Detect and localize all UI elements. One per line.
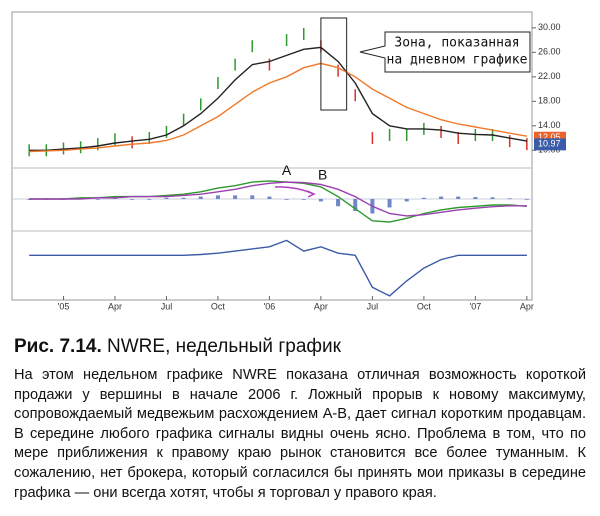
histogram-bar	[387, 199, 392, 208]
histogram-bar	[421, 197, 426, 199]
caption-label: Рис. 7.14.	[14, 336, 102, 357]
divergence-label: B	[318, 167, 327, 183]
histogram-bar	[301, 199, 306, 200]
y-tick-label: 14.00	[538, 120, 561, 130]
annotation: на дневном графике	[387, 53, 528, 68]
x-tick-label: Oct	[417, 301, 432, 311]
x-tick-label: Apr	[314, 301, 328, 311]
y-tick-label: 26.00	[538, 47, 561, 57]
histogram-bar	[233, 195, 238, 199]
series-line	[29, 239, 527, 297]
y-tick-label: 22.00	[538, 71, 561, 81]
x-tick-label: Jul	[161, 301, 173, 311]
histogram-bar	[456, 196, 461, 199]
histogram-bar	[404, 199, 409, 202]
histogram-bar	[318, 199, 323, 202]
series-line	[29, 180, 527, 223]
callout	[359, 31, 531, 73]
y-tick-label: 18.00	[538, 96, 561, 106]
series-line	[29, 181, 527, 217]
x-tick-label: '05	[58, 301, 70, 311]
x-tick-label: Apr	[108, 301, 122, 311]
histogram-bar	[353, 199, 358, 212]
histogram-bar	[524, 199, 529, 200]
histogram-bar	[164, 197, 169, 199]
histogram-bar	[439, 196, 444, 199]
annotation: Зона, показанная	[394, 36, 519, 51]
histogram-bar	[267, 196, 272, 199]
y-tick-label: 30.00	[538, 22, 561, 32]
histogram-bar	[198, 196, 203, 199]
histogram-bar	[130, 199, 135, 200]
histogram-bar	[147, 199, 152, 200]
divergence-arrow	[274, 186, 316, 198]
series-line	[29, 62, 528, 153]
price-tag: 12.05	[538, 132, 561, 142]
histogram-bar	[181, 197, 186, 199]
histogram-bar	[215, 195, 220, 199]
figure-caption: Рис. 7.14. NWRE, недельный график	[14, 336, 341, 358]
x-tick-label: '06	[264, 301, 276, 311]
histogram-bar	[507, 198, 512, 200]
histogram-bar	[27, 199, 32, 200]
divergence-label: A	[282, 162, 292, 178]
histogram-bar	[95, 199, 100, 200]
series-line	[29, 46, 528, 151]
x-tick-label: Jul	[367, 301, 379, 311]
caption-text: NWRE, недельный график	[107, 336, 341, 357]
histogram-bar	[284, 199, 289, 200]
x-tick-label: '07	[469, 301, 481, 311]
price-tag: 10.97	[538, 139, 561, 149]
x-tick-label: Oct	[211, 301, 226, 311]
histogram-bar	[473, 197, 478, 199]
histogram-bar	[490, 197, 495, 199]
chart: 10.0014.0018.0022.0026.0030.00'05AprJulO…	[11, 11, 566, 311]
price-tag-box	[534, 138, 566, 151]
zone-box	[320, 17, 348, 111]
histogram-bar	[336, 199, 341, 207]
histogram-bar	[250, 195, 255, 199]
body-text: На этом недельном графике NWRE показана …	[14, 367, 586, 501]
x-tick-label: Apr	[520, 301, 534, 311]
